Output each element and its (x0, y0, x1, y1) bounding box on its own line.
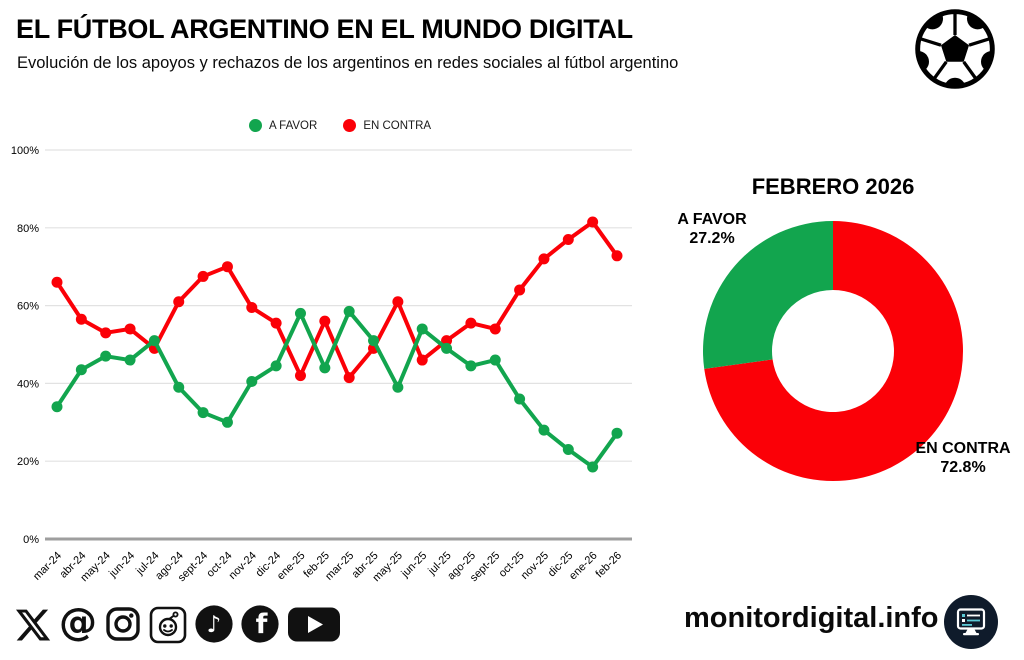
legend-label-a-favor: A FAVOR (268, 119, 318, 132)
donut-label-a-favor-value: 27.2% (689, 230, 735, 248)
tiktok-icon[interactable]: ♪ (194, 604, 234, 644)
en-contra-dot-icon (343, 119, 357, 132)
donut-label-a-favor-name: A FAVOR (677, 211, 747, 228)
svg-text:jun-25: jun-25 (399, 550, 430, 581)
instagram-icon[interactable] (104, 604, 142, 644)
svg-text:f: f (256, 609, 268, 640)
svg-text:nov-25: nov-25 (519, 550, 551, 582)
svg-text:ene-26: ene-26 (567, 550, 600, 583)
threads-icon[interactable]: @ (58, 602, 98, 646)
social-icons-row: @ ♪ f (14, 602, 342, 646)
donut-chart (703, 221, 963, 481)
website-url[interactable]: monitordigital.info (684, 602, 939, 634)
svg-text:jun-24: jun-24 (106, 550, 137, 581)
svg-text:@: @ (59, 602, 97, 644)
donut-title: FEBRERO 2026 (751, 174, 915, 199)
svg-text:20%: 20% (17, 456, 39, 468)
svg-text:♪: ♪ (207, 612, 222, 638)
chart-legend: A FAVOR EN CONTRA (45, 119, 635, 132)
svg-text:nov-24: nov-24 (227, 550, 259, 582)
a-favor-dot-icon (248, 119, 262, 132)
page-subtitle: Evolución de los apoyos y rechazos de lo… (17, 54, 679, 72)
facebook-icon[interactable]: f (240, 604, 280, 644)
legend-item-en-contra: EN CONTRA (343, 119, 431, 132)
monitor-badge-icon (944, 595, 998, 649)
donut-label-a-favor: A FAVOR 27.2% (652, 210, 772, 248)
svg-text:mar-24: mar-24 (31, 550, 64, 583)
donut-label-en-contra-name: EN CONTRA (915, 440, 1011, 457)
soccer-ball-icon (915, 9, 995, 89)
line-chart: 0%20%40%60%80%100%mar-24abr-24may-24jun-… (11, 145, 632, 584)
donut-label-en-contra-value: 72.8% (940, 459, 986, 477)
reddit-icon[interactable] (148, 602, 188, 646)
svg-text:80%: 80% (17, 223, 39, 235)
svg-text:feb-26: feb-26 (594, 550, 625, 581)
page-title: EL FÚTBOL ARGENTINO EN EL MUNDO DIGITAL (16, 14, 633, 44)
svg-text:100%: 100% (11, 145, 39, 157)
donut-label-en-contra: EN CONTRA 72.8% (901, 439, 1024, 477)
x-icon[interactable] (14, 604, 52, 644)
svg-text:0%: 0% (23, 534, 39, 546)
legend-item-a-favor: A FAVOR (248, 119, 318, 132)
svg-text:40%: 40% (17, 378, 39, 390)
svg-text:ene-25: ene-25 (275, 550, 308, 583)
youtube-icon[interactable] (286, 604, 342, 644)
legend-label-en-contra: EN CONTRA (363, 119, 432, 132)
svg-text:60%: 60% (17, 301, 39, 313)
